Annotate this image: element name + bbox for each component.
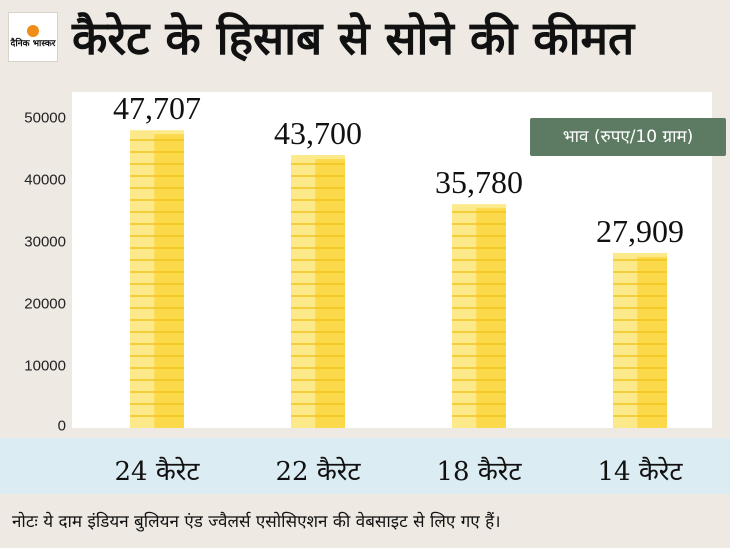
legend-unit-box: भाव (रुपए/10 ग्राम) — [530, 118, 726, 156]
logo-sun-icon — [27, 25, 39, 37]
bar — [130, 130, 184, 428]
y-tick-label: 40000 — [24, 171, 66, 189]
chart-title: कैरेट के हिसाब से सोने की कीमत — [72, 11, 635, 65]
value-label: 35,780 — [435, 164, 523, 201]
value-label: 47,707 — [113, 90, 201, 127]
bar — [291, 155, 345, 428]
value-label: 27,909 — [596, 212, 684, 249]
y-axis: 50000 40000 30000 20000 10000 0 — [0, 0, 72, 548]
category-label: 18 कैरेट — [436, 457, 522, 487]
category-band — [0, 438, 730, 494]
y-tick-label: 0 — [57, 417, 66, 435]
y-tick-label: 20000 — [24, 295, 66, 313]
bar — [613, 252, 667, 428]
y-tick-label: 10000 — [24, 357, 66, 375]
footnote: नोटः ये दाम इंडियन बुलियन एंड ज्वैलर्स ए… — [12, 512, 501, 532]
bar — [452, 204, 506, 428]
dainik-bhaskar-logo: दैनिक भास्कर — [8, 12, 58, 62]
logo-text: दैनिक भास्कर — [10, 39, 56, 49]
y-tick-label: 50000 — [24, 109, 66, 127]
category-label: 22 कैरेट — [275, 457, 361, 487]
category-label: 14 कैरेट — [597, 457, 683, 487]
y-tick-label: 30000 — [24, 233, 66, 251]
value-label: 43,700 — [274, 115, 362, 152]
category-label: 24 कैरेट — [114, 457, 200, 487]
